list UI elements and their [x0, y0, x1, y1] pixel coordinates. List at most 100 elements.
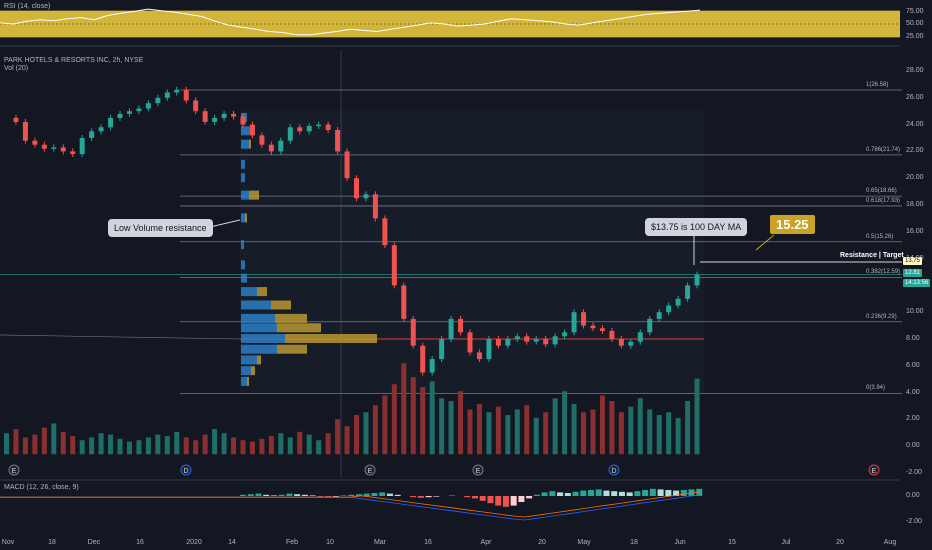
event-marker-circle: [180, 464, 192, 476]
ma-callout[interactable]: $13.75 is 100 DAY MA: [645, 218, 748, 236]
event-marker: E: [364, 464, 376, 476]
volume-bar: [4, 433, 9, 455]
profile-bar-buy: [241, 300, 271, 310]
macd-histogram-bar: [526, 496, 533, 499]
volume-bar: [391, 384, 397, 455]
y-tick-label: 2.00: [906, 415, 920, 423]
volume-bar: [666, 412, 672, 455]
macd-histogram-bar: [657, 489, 664, 496]
candle-body: [240, 116, 246, 125]
volume-bar: [410, 377, 416, 455]
candle-body: [609, 330, 615, 339]
candle-body: [628, 341, 634, 346]
candle-body: [656, 312, 662, 319]
volume-bar: [514, 409, 520, 455]
volume-bar: [174, 431, 180, 455]
volume-label: Vol (20): [4, 65, 29, 72]
candle-body: [354, 178, 359, 199]
x-tick-label: 16: [424, 539, 432, 546]
volume-bar: [79, 440, 85, 455]
event-marker-circle: [868, 464, 880, 476]
volume-bar: [647, 409, 653, 455]
volume-bar: [22, 437, 28, 455]
volume-bar: [637, 398, 643, 455]
candle-body: [212, 117, 218, 122]
macd-histogram-bar: [240, 494, 246, 496]
profile-bar-sell: [249, 190, 259, 200]
macd-histogram-bar: [472, 496, 478, 499]
macd-histogram-bar: [495, 496, 502, 506]
macd-histogram-bar: [611, 491, 618, 496]
volume-bar: [533, 417, 539, 455]
macd-histogram-bar: [518, 496, 525, 502]
fib-level-label: 0.5(15.26): [866, 233, 894, 240]
volume-bar: [675, 417, 681, 455]
macd-histogram-bar: [286, 493, 293, 496]
macd-histogram-bar: [626, 492, 633, 496]
profile-bar-buy: [241, 213, 245, 223]
macd-pane: [0, 488, 703, 521]
y-tick-label: 28.00: [906, 67, 924, 74]
fib-level-label: 0.65(18.66): [866, 188, 897, 195]
candle-body: [562, 332, 568, 337]
macd-histogram-bar: [541, 492, 548, 496]
candle-body: [155, 97, 161, 104]
volume-bar: [467, 409, 473, 455]
candle-body: [372, 194, 378, 219]
rsi-level-25: 25.00: [906, 33, 924, 40]
volume-bar: [420, 387, 426, 455]
candle-body: [89, 131, 95, 138]
profile-bar-buy: [241, 313, 275, 323]
candle-body: [429, 359, 435, 373]
candle-body: [70, 151, 76, 155]
volume-bar: [656, 415, 662, 455]
x-tick-label: 2020: [186, 539, 202, 546]
candle-body: [410, 318, 416, 346]
candle-body: [335, 129, 341, 152]
macd-histogram-bar: [642, 490, 649, 496]
fib-level-label: 0.786(21.74): [866, 146, 901, 153]
x-tick-label: Jul: [781, 539, 791, 546]
rsi-title: RSI (14, close): [4, 3, 51, 10]
macd-histogram-bar: [433, 496, 440, 497]
volume-bar: [89, 437, 95, 455]
volume-bar: [685, 401, 691, 455]
countdown-tag: 14:13:56: [903, 279, 931, 287]
macd-histogram-bar: [557, 492, 564, 496]
volume-bar: [382, 395, 388, 455]
profile-bar-buy: [241, 334, 285, 343]
candle-body: [108, 117, 114, 128]
candle-body: [448, 318, 454, 339]
profile-bar-sell: [247, 376, 249, 386]
volume-bar: [524, 405, 530, 455]
candle-body: [637, 332, 643, 342]
macd-histogram-bar: [417, 496, 424, 498]
fib-level-label: 0.236(9.29): [866, 313, 897, 320]
volume-bar: [297, 431, 303, 455]
candle-body: [401, 285, 407, 319]
target-callout[interactable]: 15.25: [770, 215, 815, 234]
volume-bar: [41, 427, 47, 455]
volume-bar: [599, 395, 605, 455]
candle-body: [666, 305, 672, 313]
fib-level-label: 0.382(12.59): [866, 269, 901, 276]
volume-bar: [344, 426, 350, 455]
low-volume-callout[interactable]: Low Volume resistance: [108, 219, 213, 237]
y-tick-label: 20.00: [906, 174, 924, 182]
macd-title: MACD (12, 26, close, 9): [4, 484, 79, 491]
macd-histogram-bar: [673, 490, 680, 496]
candle-body: [382, 218, 388, 246]
volume-bar: [495, 406, 501, 455]
volume-bar: [60, 431, 66, 455]
candle-body: [183, 89, 189, 101]
macd-histogram-bar: [533, 494, 540, 496]
y-tick-label: 16.00: [906, 227, 924, 235]
candle-body: [524, 336, 530, 342]
volume-bar: [363, 412, 369, 455]
macd-histogram-bar: [386, 493, 393, 496]
volume-bar: [562, 391, 568, 455]
macd-histogram-bar: [325, 496, 332, 498]
candle-body: [391, 245, 397, 286]
